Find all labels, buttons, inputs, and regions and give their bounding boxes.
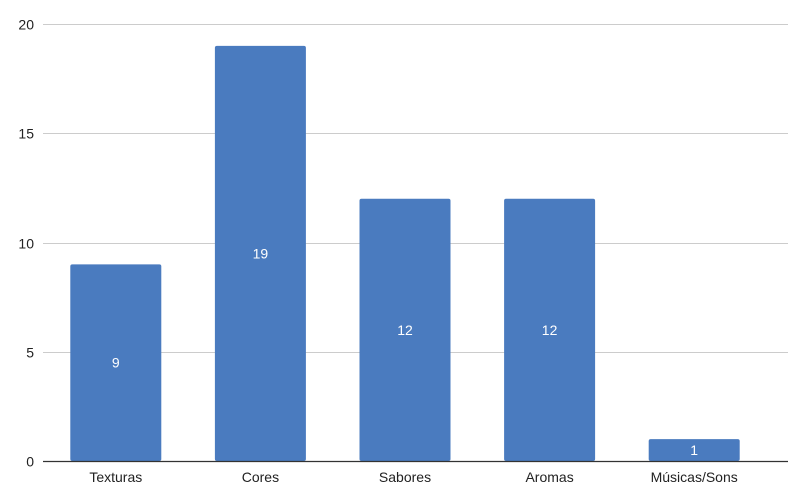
- data-label: 9: [112, 355, 120, 371]
- y-tick-label: 20: [18, 17, 34, 33]
- y-tick-label: 0: [26, 454, 34, 470]
- y-tick-label: 5: [26, 345, 34, 361]
- x-tick-label: Texturas: [89, 469, 142, 485]
- data-label: 12: [542, 322, 558, 338]
- y-tick-label: 10: [18, 236, 34, 252]
- x-axis-tick-labels: Texturas Cores Sabores Aromas Músicas/Sons: [89, 469, 737, 485]
- x-tick-label: Aromas: [525, 469, 573, 485]
- data-label: 1: [690, 442, 698, 458]
- bar-texturas: [70, 264, 162, 461]
- data-label: 19: [253, 245, 269, 261]
- y-tick-label: 15: [18, 126, 34, 142]
- bars: [70, 45, 740, 462]
- bar-sabores: [359, 198, 451, 462]
- data-labels: 9 19 12 12 1: [112, 245, 698, 458]
- bar-aromas: [504, 198, 596, 462]
- x-tick-label: Músicas/Sons: [651, 469, 738, 485]
- data-label: 12: [397, 322, 413, 338]
- y-axis-tick-labels: 0 5 10 15 20: [18, 17, 34, 470]
- bar-cores: [214, 45, 306, 461]
- x-tick-label: Cores: [242, 469, 279, 485]
- x-tick-label: Sabores: [379, 469, 431, 485]
- bar-m-sicas-sons: [648, 439, 740, 461]
